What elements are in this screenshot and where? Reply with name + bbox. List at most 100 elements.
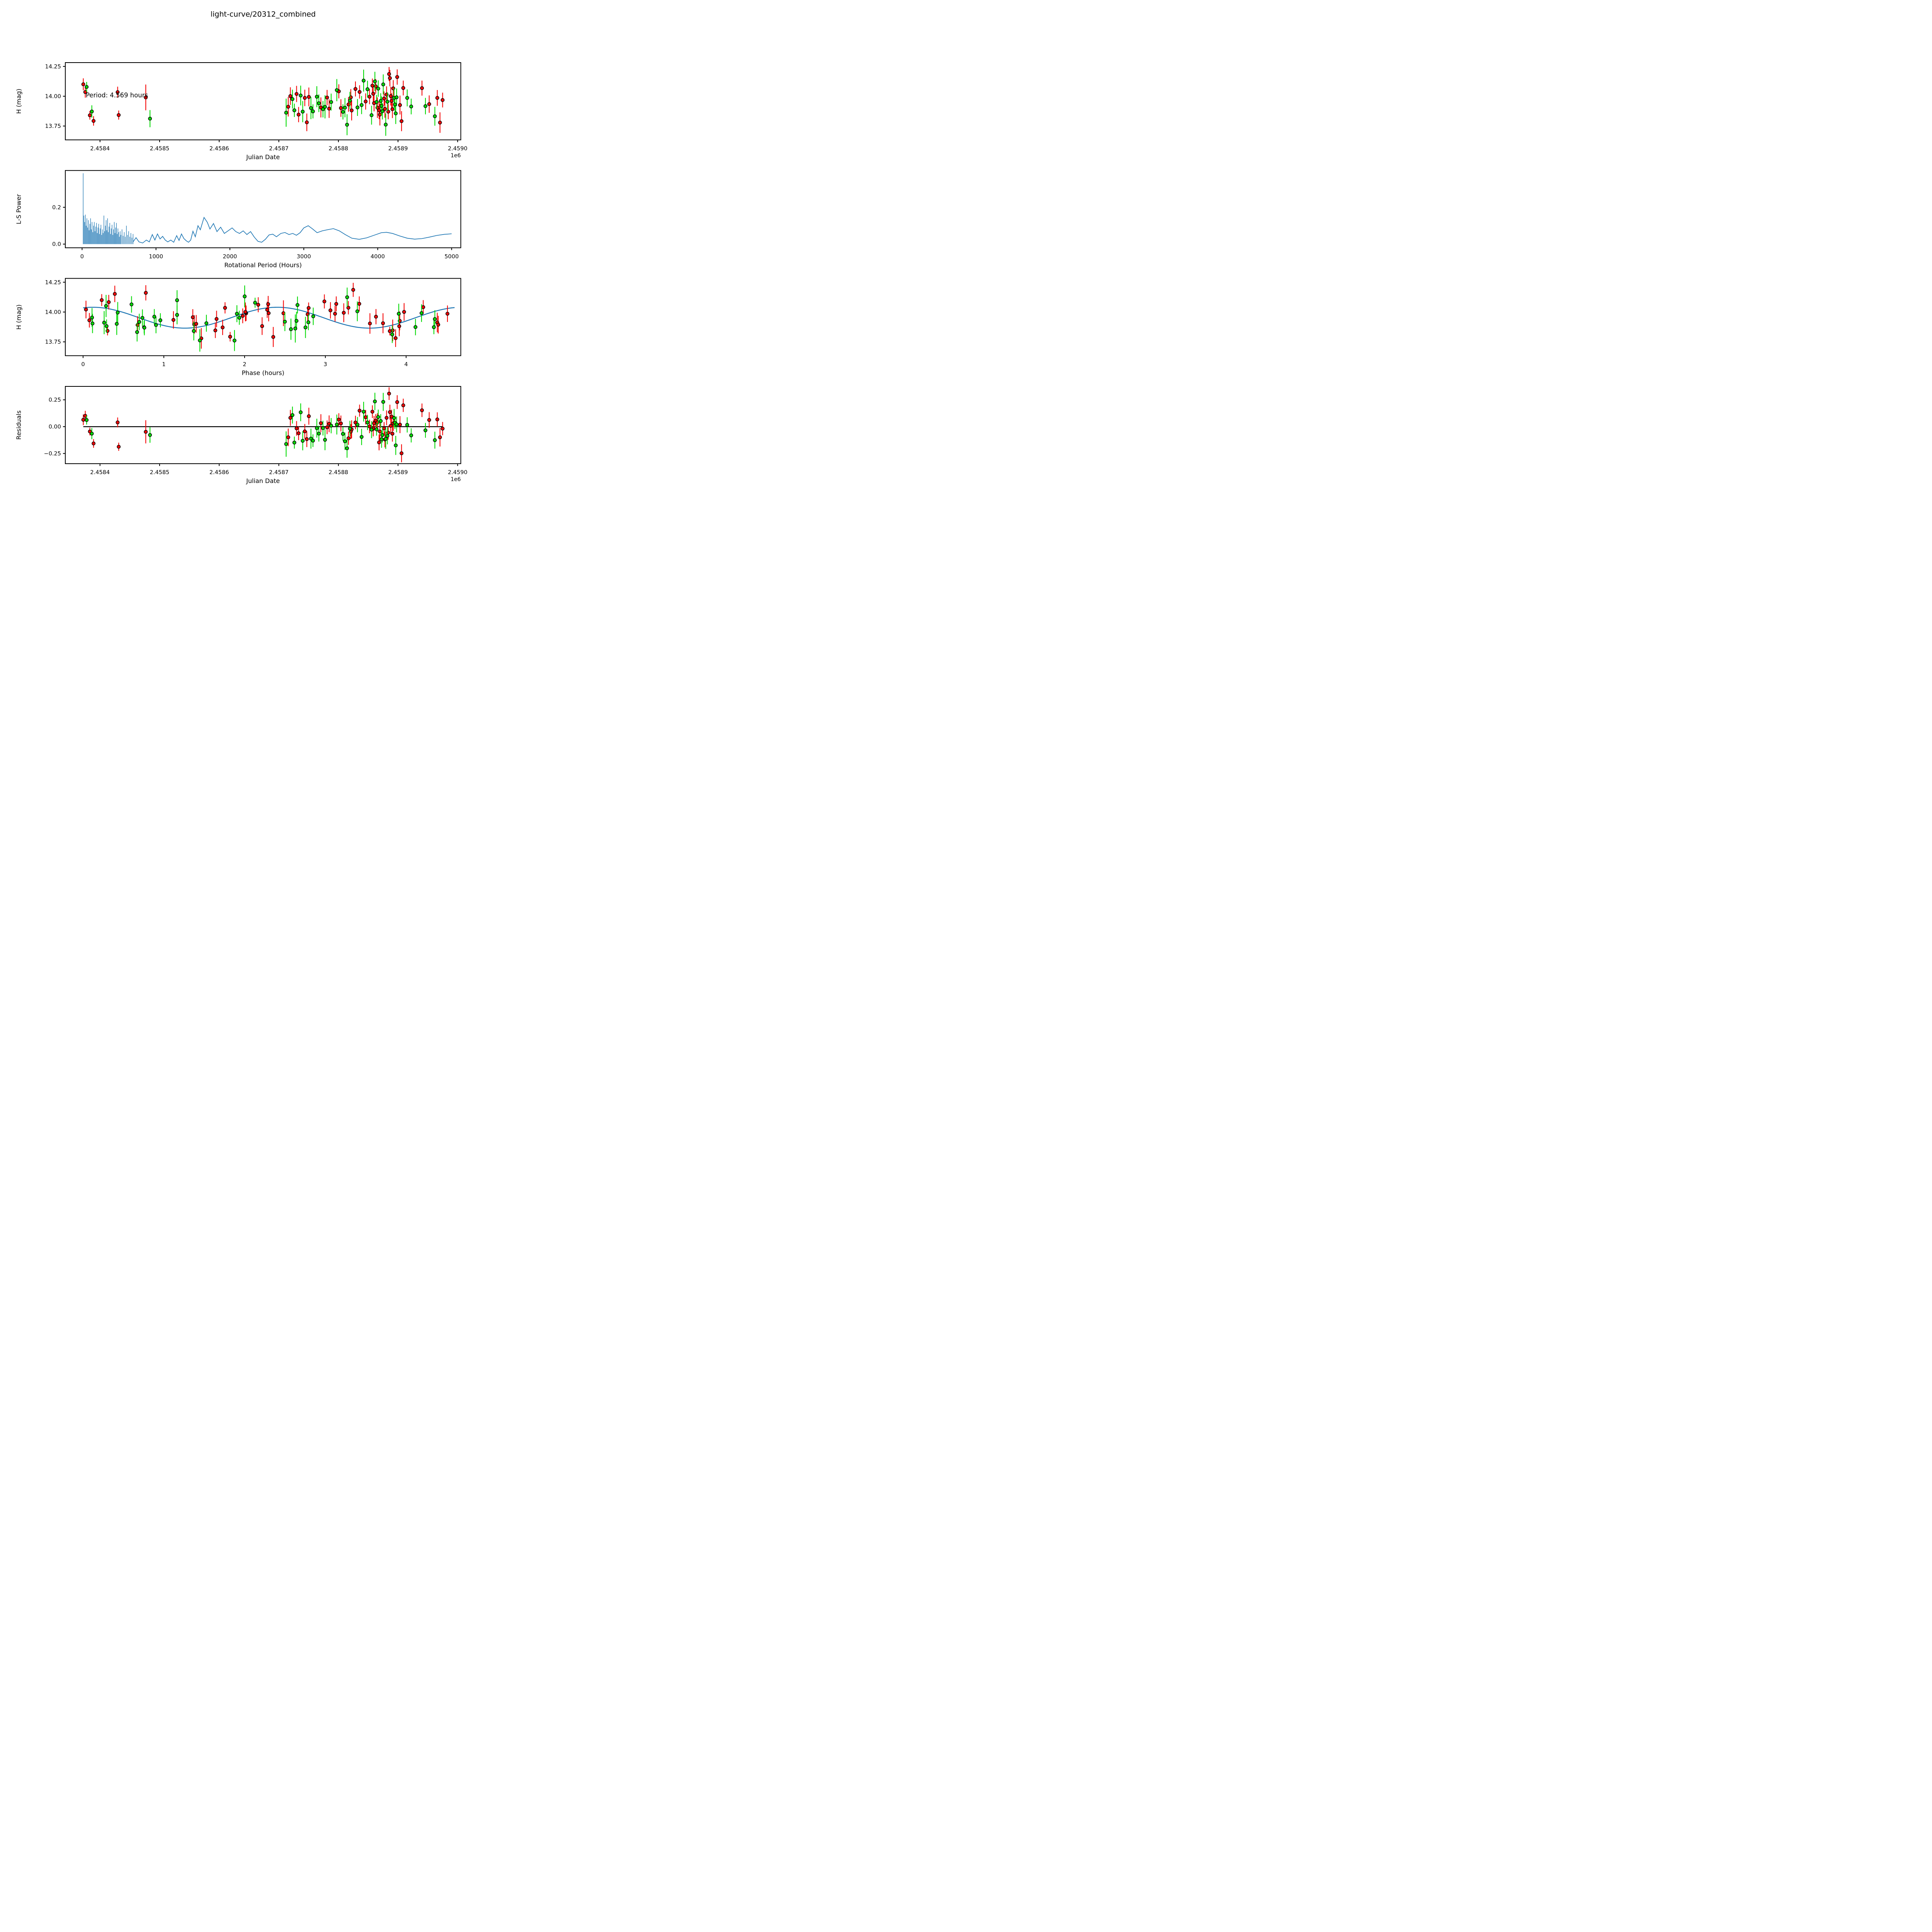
red-data-point <box>436 323 440 327</box>
red-data-point <box>393 336 398 340</box>
red-data-point <box>325 425 329 429</box>
green-data-point <box>311 439 315 443</box>
red-data-point <box>100 298 104 302</box>
red-data-point <box>342 311 346 315</box>
red-data-point <box>370 410 374 414</box>
green-data-point <box>301 439 305 443</box>
red-data-point <box>223 306 227 310</box>
green-data-point <box>345 122 349 127</box>
lightcurve-xtick-label: 2.4588 <box>328 146 348 152</box>
residuals-xtick-label: 2.4586 <box>209 469 229 476</box>
green-data-point <box>283 320 287 324</box>
green-data-point <box>329 100 333 104</box>
green-data-point <box>315 95 319 99</box>
green-data-point <box>137 320 141 324</box>
phased-xtick-label: 2 <box>243 362 246 368</box>
phased-xtick-label: 1 <box>162 362 165 368</box>
red-data-point <box>228 335 232 339</box>
red-data-point <box>303 96 307 100</box>
red-data-point <box>241 314 245 318</box>
green-data-point <box>175 298 179 302</box>
green-data-point <box>362 410 366 414</box>
green-errorbars <box>90 285 437 352</box>
green-data-point <box>292 440 296 445</box>
green-data-point <box>299 94 303 98</box>
red-data-point <box>213 328 218 333</box>
periodogram-plot: 0 1000 2000 3000 4000 5000 0.0 0.2 Rotational Pe… <box>15 170 461 269</box>
red-data-point <box>370 83 374 88</box>
green-data-point <box>148 433 152 437</box>
residuals-ytick-label: −0.25 <box>44 451 61 457</box>
red-data-point <box>382 96 386 100</box>
red-data-point <box>346 436 350 440</box>
red-data-point <box>377 108 381 112</box>
red-data-point <box>446 311 449 316</box>
green-data-point <box>348 427 352 431</box>
red-data-point <box>367 424 372 429</box>
green-data-point <box>321 107 325 111</box>
red-data-point <box>364 415 368 419</box>
green-data-point <box>359 103 364 107</box>
green-data-point <box>345 446 349 451</box>
red-data-point <box>389 99 394 103</box>
lightcurve-ylabel: H (mag) <box>15 88 22 114</box>
green-data-point <box>355 422 360 427</box>
green-data-point <box>381 400 385 404</box>
red-data-point <box>389 94 393 98</box>
phased-frame <box>65 278 461 356</box>
red-data-point <box>194 322 198 326</box>
green-data-point <box>204 321 209 325</box>
periodogram-xtick-label: 3000 <box>297 253 311 260</box>
green-data-point <box>432 325 436 329</box>
green-data-point <box>335 88 339 92</box>
lightcurve-xlabel: Julian Date <box>246 153 280 161</box>
green-data-point <box>405 96 409 100</box>
green-data-point <box>374 427 379 431</box>
green-data-point <box>284 111 288 115</box>
green-data-point <box>381 82 385 87</box>
red-data-point <box>395 75 399 79</box>
red-data-point <box>421 305 425 309</box>
red-data-point <box>81 418 85 422</box>
red-data-point <box>420 86 424 90</box>
residuals-x-offset-text: 1e6 <box>451 476 461 483</box>
red-data-point <box>328 308 333 313</box>
green-data-point <box>142 326 146 330</box>
red-data-point <box>83 90 87 94</box>
green-data-point <box>315 426 319 430</box>
green-data-point <box>317 101 321 105</box>
red-data-point <box>440 98 445 102</box>
red-data-point <box>378 429 382 434</box>
green-data-point <box>395 422 399 427</box>
green-data-point <box>309 106 313 110</box>
phased-plot: 0 1 2 3 4 13.75 14.00 14.25 Phase (hours) H (mag) <box>15 278 461 377</box>
red-data-point <box>305 120 309 124</box>
green-data-point <box>293 327 298 331</box>
green-data-point <box>323 105 327 109</box>
green-data-point <box>413 325 418 329</box>
red-data-point <box>382 426 386 430</box>
green-data-point <box>369 113 374 117</box>
red-data-point <box>191 315 195 320</box>
red-data-point <box>296 431 301 435</box>
residuals-xtick-label: 2.4584 <box>90 469 110 476</box>
red-data-point <box>327 107 331 111</box>
lightcurve-xtick-label: 2.4589 <box>388 146 408 152</box>
periodogram-spikes <box>83 173 134 244</box>
green-data-point <box>362 78 366 83</box>
residuals-xtick-label: 2.4587 <box>269 469 289 476</box>
red-data-point <box>113 292 117 296</box>
green-data-point <box>341 110 345 114</box>
red-data-point <box>357 408 362 413</box>
green-data-point <box>345 295 349 299</box>
green-data-point <box>292 108 296 112</box>
green-data-point <box>376 415 380 419</box>
red-data-point <box>401 86 405 90</box>
green-data-point <box>290 413 294 417</box>
green-data-point <box>355 105 360 109</box>
lightcurve-x-offset-text: 1e6 <box>451 153 461 159</box>
green-data-point <box>343 105 347 110</box>
red-data-point <box>260 324 264 328</box>
residuals-xtick-label: 2.4585 <box>150 469 170 476</box>
green-data-point <box>390 332 395 337</box>
